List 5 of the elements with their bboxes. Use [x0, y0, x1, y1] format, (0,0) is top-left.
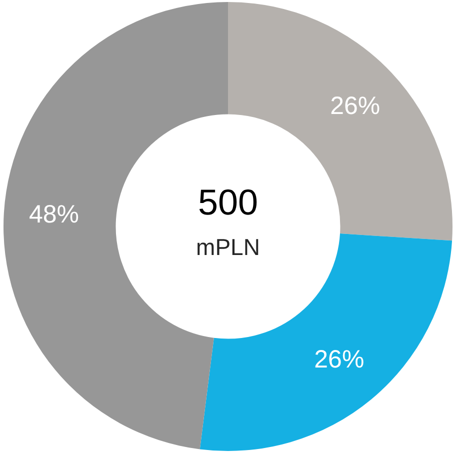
data-label: 26% [330, 92, 380, 120]
text: 500 [198, 181, 258, 222]
text: mPLN [196, 234, 260, 260]
data-label: 48% [28, 200, 79, 228]
data-label: 26% [314, 346, 364, 374]
